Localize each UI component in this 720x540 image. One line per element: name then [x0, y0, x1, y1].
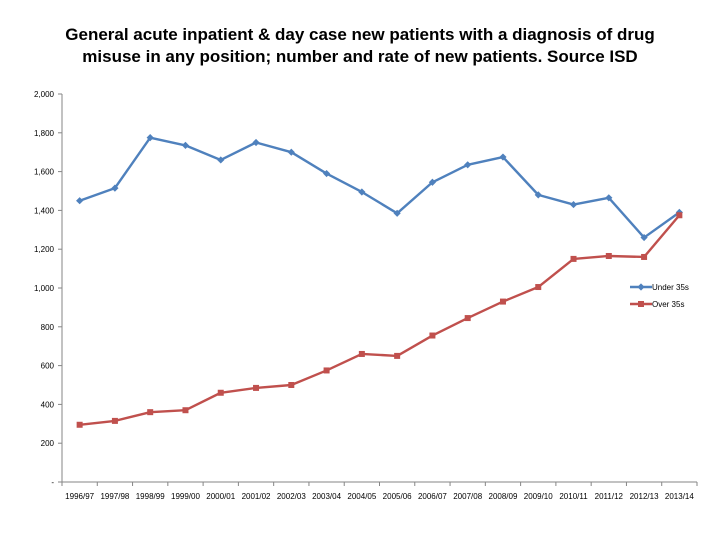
data-point-over-35s [394, 352, 401, 359]
series-line-over-35s [78, 214, 681, 426]
data-point-under-35s [393, 209, 401, 217]
data-point-over-35s [464, 315, 471, 322]
data-point-over-35s [358, 350, 365, 357]
y-tick-label: - [51, 478, 54, 487]
data-point-under-35s [287, 148, 295, 156]
data-point-over-35s [429, 332, 436, 339]
data-point-over-35s [570, 255, 577, 262]
data-point-under-35s [76, 197, 84, 205]
y-tick-label: 600 [41, 362, 55, 371]
legend-label-under-35s: Under 35s [652, 283, 689, 292]
data-point-under-35s [111, 184, 119, 192]
y-tick-label: 1,600 [34, 168, 55, 177]
y-tick-label: 1,200 [34, 245, 55, 254]
data-point-over-35s [217, 389, 224, 396]
x-tick-label: 2001/02 [242, 492, 271, 501]
data-point-under-35s [146, 134, 154, 142]
x-tick-label: 1999/00 [171, 492, 200, 501]
data-point-under-35s [464, 161, 472, 169]
chart-title: General acute inpatient & day case new p… [10, 24, 710, 68]
data-point-over-35s [499, 298, 506, 305]
x-tick-label: 2008/09 [489, 492, 518, 501]
x-tick-label: 1996/97 [65, 492, 94, 501]
x-tick-label: 2013/14 [665, 492, 694, 501]
data-point-over-35s [111, 417, 118, 424]
data-point-over-35s [253, 384, 260, 391]
y-tick-label: 800 [41, 323, 55, 332]
x-tick-label: 2000/01 [206, 492, 235, 501]
x-tick-label: 1998/99 [136, 492, 165, 501]
data-point-over-35s [641, 253, 648, 260]
data-point-over-35s [147, 409, 154, 416]
data-point-over-35s [76, 421, 83, 428]
x-tick-label: 2011/12 [595, 492, 624, 501]
data-point-under-35s [252, 138, 260, 147]
x-tick-label: 2006/07 [418, 492, 447, 501]
x-tick-label: 1997/98 [100, 492, 129, 501]
data-point-under-35s [428, 178, 437, 186]
x-tick-label: 2009/10 [524, 492, 553, 501]
x-tick-label: 2012/13 [630, 492, 659, 501]
y-tick-label: 1,800 [34, 129, 55, 138]
y-tick-label: 200 [41, 439, 55, 448]
data-point-over-35s [182, 407, 189, 414]
legend-marker-over-35s [638, 301, 644, 307]
data-point-under-35s [322, 169, 331, 178]
y-tick-label: 400 [41, 400, 55, 409]
data-point-under-35s [358, 188, 366, 196]
data-point-over-35s [676, 212, 683, 219]
y-tick-label: 1,000 [34, 284, 55, 293]
x-tick-label: 2005/06 [383, 492, 412, 501]
data-point-over-35s [605, 252, 612, 259]
series-line-under-35s [78, 136, 681, 239]
x-tick-label: 2002/03 [277, 492, 306, 501]
x-tick-label: 2007/08 [453, 492, 482, 501]
x-tick-label: 2003/04 [312, 492, 341, 501]
data-point-over-35s [288, 382, 295, 388]
chart-title-line-2: misuse in any position; number and rate … [82, 47, 638, 66]
data-point-under-35s [640, 233, 648, 242]
data-point-under-35s [181, 141, 190, 150]
chart-title-line-1: General acute inpatient & day case new p… [65, 25, 655, 44]
data-point-under-35s [569, 200, 578, 209]
legend-marker-under-35s [637, 283, 645, 291]
data-point-under-35s [605, 194, 613, 202]
data-point-over-35s [535, 284, 542, 291]
y-tick-label: 1,400 [34, 206, 55, 215]
legend-label-over-35s: Over 35s [652, 300, 684, 309]
x-tick-label: 2004/05 [347, 492, 376, 501]
x-tick-label: 2010/11 [559, 492, 588, 501]
data-point-under-35s [499, 153, 507, 161]
data-point-over-35s [323, 367, 330, 374]
data-point-under-35s [534, 191, 542, 199]
data-point-under-35s [217, 156, 225, 164]
y-tick-label: 2,000 [34, 90, 55, 99]
